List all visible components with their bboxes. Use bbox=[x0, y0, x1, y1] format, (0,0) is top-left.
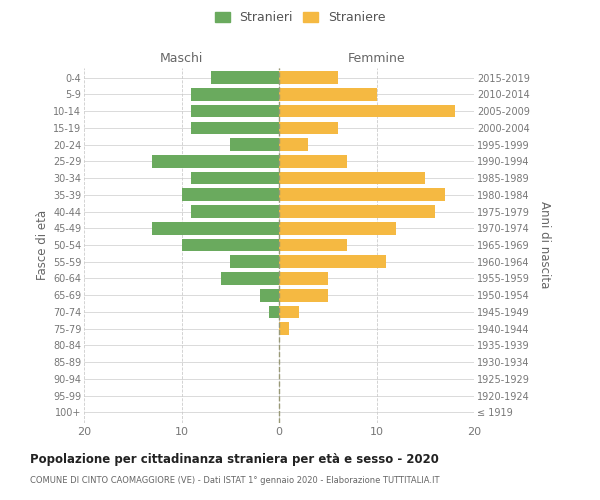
Y-axis label: Anni di nascita: Anni di nascita bbox=[538, 202, 551, 288]
Bar bbox=[191, 205, 279, 218]
Bar bbox=[269, 306, 279, 318]
Bar bbox=[230, 138, 279, 151]
Bar bbox=[279, 289, 328, 302]
Bar bbox=[279, 138, 308, 151]
Bar bbox=[191, 88, 279, 101]
Bar bbox=[279, 238, 347, 252]
Bar bbox=[279, 188, 445, 201]
Bar bbox=[152, 155, 279, 168]
Bar bbox=[152, 222, 279, 234]
Bar bbox=[279, 172, 425, 184]
Bar bbox=[182, 188, 279, 201]
Bar bbox=[279, 256, 386, 268]
Bar bbox=[279, 205, 435, 218]
Text: COMUNE DI CINTO CAOMAGGIORE (VE) - Dati ISTAT 1° gennaio 2020 - Elaborazione TUT: COMUNE DI CINTO CAOMAGGIORE (VE) - Dati … bbox=[30, 476, 439, 485]
Text: Maschi: Maschi bbox=[160, 52, 203, 65]
Bar bbox=[279, 88, 377, 101]
Legend: Stranieri, Straniere: Stranieri, Straniere bbox=[212, 8, 388, 26]
Text: Popolazione per cittadinanza straniera per età e sesso - 2020: Popolazione per cittadinanza straniera p… bbox=[30, 452, 439, 466]
Bar bbox=[182, 238, 279, 252]
Bar bbox=[279, 322, 289, 335]
Bar bbox=[279, 306, 299, 318]
Bar bbox=[211, 72, 279, 84]
Text: Femmine: Femmine bbox=[347, 52, 406, 65]
Bar bbox=[279, 105, 455, 118]
Bar bbox=[191, 172, 279, 184]
Bar bbox=[279, 155, 347, 168]
Bar bbox=[260, 289, 279, 302]
Bar bbox=[279, 272, 328, 285]
Bar bbox=[279, 72, 337, 84]
Y-axis label: Fasce di età: Fasce di età bbox=[35, 210, 49, 280]
Bar bbox=[230, 256, 279, 268]
Bar bbox=[221, 272, 279, 285]
Bar bbox=[279, 122, 337, 134]
Bar bbox=[191, 105, 279, 118]
Bar bbox=[191, 122, 279, 134]
Bar bbox=[279, 222, 396, 234]
